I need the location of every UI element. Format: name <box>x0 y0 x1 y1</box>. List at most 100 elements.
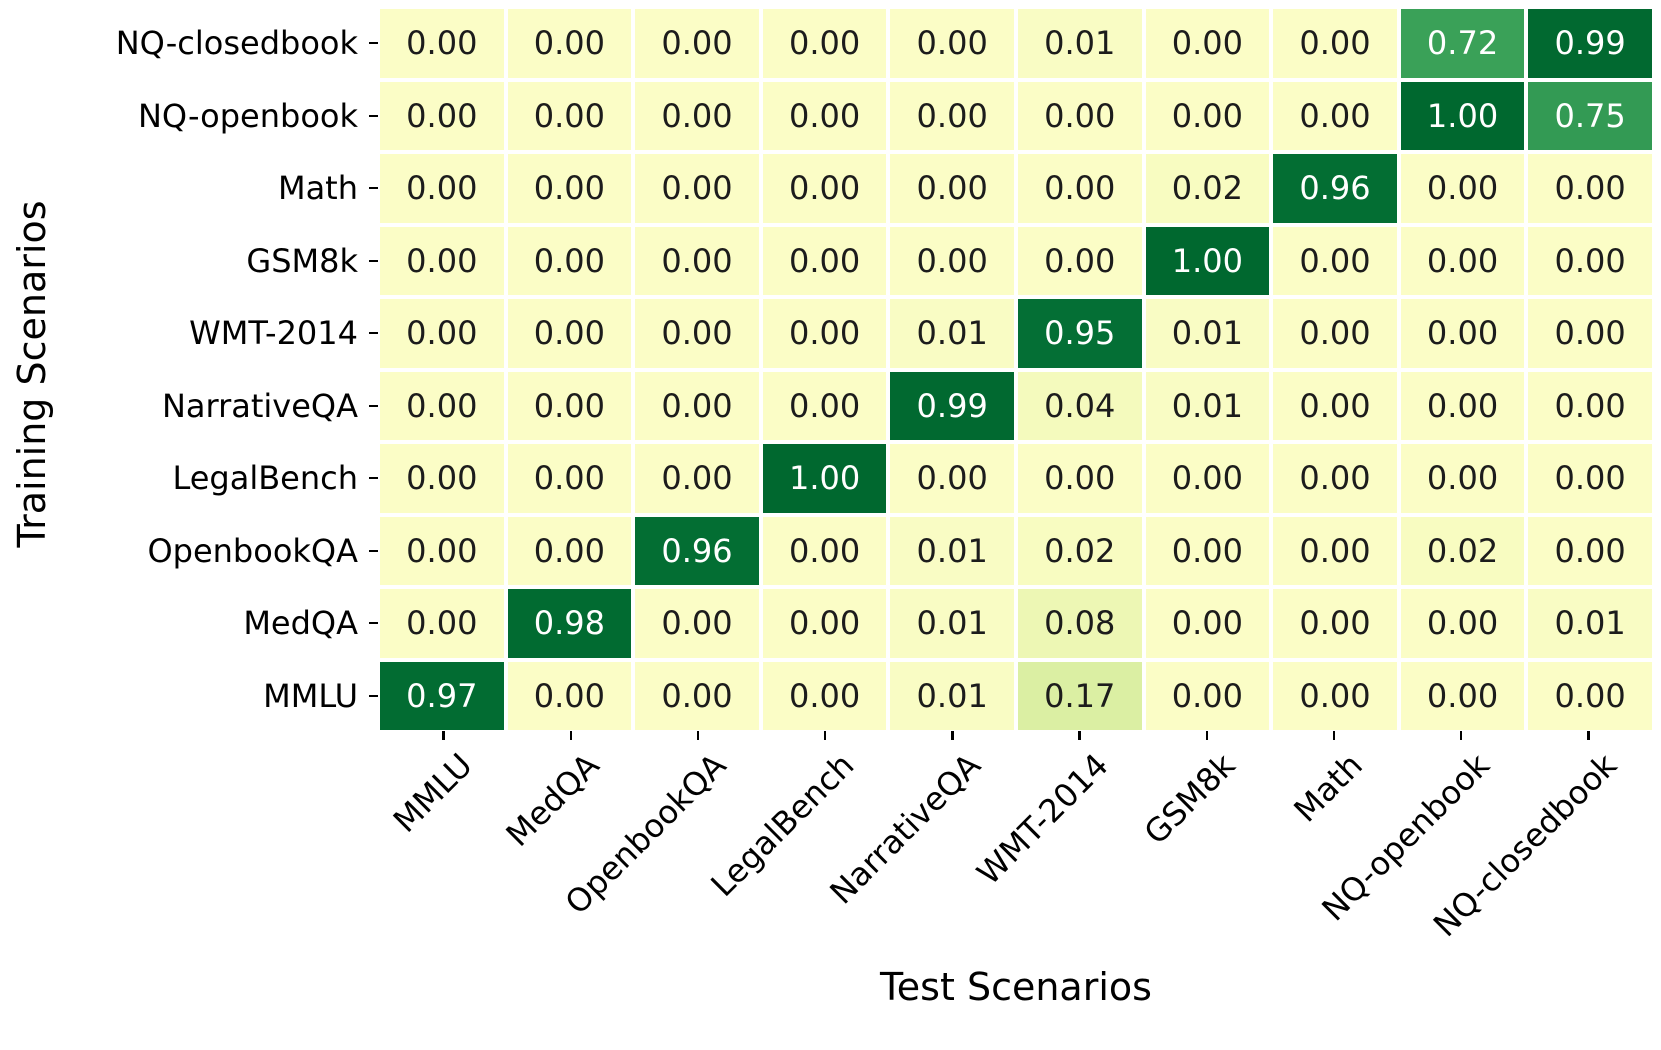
heatmap-cell: 0.00 <box>762 154 887 223</box>
heatmap-cell: 0.00 <box>635 371 759 440</box>
heatmap-cell: 1.00 <box>762 444 887 513</box>
heatmap-cell: 0.00 <box>635 226 759 295</box>
x-tick-label: WMT-2014 <box>969 746 1116 893</box>
heatmap-cell: 0.99 <box>1528 9 1652 78</box>
heatmap-cell: 0.01 <box>890 516 1014 585</box>
x-tick-label: Math <box>1286 746 1370 830</box>
heatmap-cell: 0.00 <box>1528 154 1652 223</box>
x-tick <box>442 731 445 740</box>
heatmap-cell: 0.00 <box>507 516 632 585</box>
heatmap-cell: 0.00 <box>762 81 887 150</box>
heatmap-cell: 0.00 <box>507 9 632 78</box>
heatmap-cell: 0.00 <box>380 589 504 658</box>
x-axis-title: Test Scenarios <box>880 965 1152 1009</box>
y-tick <box>369 694 378 697</box>
heatmap-cell: 0.00 <box>507 444 632 513</box>
heatmap-cell: 0.00 <box>1145 444 1270 513</box>
y-tick <box>369 332 378 335</box>
heatmap-cell: 0.00 <box>762 299 887 368</box>
heatmap-cell: 0.00 <box>762 516 887 585</box>
heatmap-cell: 0.00 <box>380 81 504 150</box>
heatmap-cell: 0.00 <box>507 154 632 223</box>
y-tick <box>369 114 378 117</box>
heatmap-cell: 0.00 <box>507 371 632 440</box>
heatmap-cell: 0.00 <box>1145 516 1270 585</box>
heatmap-cell: 0.00 <box>1400 371 1525 440</box>
heatmap-cell: 0.00 <box>1273 299 1397 368</box>
heatmap-cell: 0.01 <box>890 299 1014 368</box>
heatmap-cell: 0.00 <box>1273 371 1397 440</box>
y-tick <box>369 259 378 262</box>
heatmap-grid: 0.00 0.00 0.00 0.00 0.00 0.01 0.00 0.00 0.72 0.99… <box>380 9 1652 730</box>
heatmap-cell: 0.00 <box>762 226 887 295</box>
heatmap-cell: 0.17 <box>1017 661 1142 730</box>
heatmap-cell: 0.00 <box>1273 516 1397 585</box>
heatmap-cell: 0.00 <box>1017 444 1142 513</box>
heatmap-cell: 0.00 <box>635 299 759 368</box>
y-tick-label: NarrativeQA <box>161 386 358 425</box>
heatmap-cell: 0.01 <box>1145 299 1270 368</box>
heatmap-cell: 0.95 <box>1017 299 1142 368</box>
y-tick <box>369 187 378 190</box>
x-tick-label: MedQA <box>498 746 607 854</box>
heatmap-cell: 0.00 <box>507 226 632 295</box>
y-tick-label: LegalBench <box>172 459 358 498</box>
heatmap-cell: 0.00 <box>1528 444 1652 513</box>
heatmap-cell: 0.01 <box>890 589 1014 658</box>
heatmap-cell: 0.75 <box>1528 81 1652 150</box>
heatmap-cell: 0.02 <box>1145 154 1270 223</box>
y-tick-label: NQ-openbook <box>137 96 358 135</box>
heatmap-cell: 0.00 <box>635 9 759 78</box>
x-tick-label: GSM8k <box>1136 746 1243 852</box>
x-tick <box>1205 731 1208 740</box>
heatmap-cell: 0.00 <box>1017 81 1142 150</box>
heatmap-cell: 1.00 <box>1400 81 1525 150</box>
heatmap-cell: 0.00 <box>1528 661 1652 730</box>
heatmap-cell: 0.00 <box>1400 299 1525 368</box>
heatmap-cell: 0.00 <box>1273 9 1397 78</box>
heatmap-cell: 0.00 <box>635 661 759 730</box>
heatmap-cell: 0.00 <box>635 444 759 513</box>
heatmap-cell: 0.01 <box>1528 589 1652 658</box>
y-axis: NQ-closedbook NQ-openbook Math GSM8k WMT-201… <box>0 9 380 730</box>
heatmap-cell: 0.99 <box>890 371 1014 440</box>
y-tick-label: MedQA <box>243 604 358 643</box>
heatmap-cell: 0.00 <box>1145 661 1270 730</box>
heatmap-cell: 0.00 <box>635 154 759 223</box>
heatmap-cell: 0.00 <box>635 589 759 658</box>
heatmap-cell: 0.00 <box>380 516 504 585</box>
heatmap-cell: 0.00 <box>1145 589 1270 658</box>
heatmap-cell: 0.00 <box>1273 661 1397 730</box>
heatmap-cell: 0.00 <box>890 444 1014 513</box>
heatmap-cell: 0.00 <box>1528 299 1652 368</box>
heatmap-cell: 0.00 <box>1145 81 1270 150</box>
heatmap-cell: 0.00 <box>1273 81 1397 150</box>
heatmap-cell: 0.00 <box>380 226 504 295</box>
y-tick-label: Math <box>277 169 358 208</box>
heatmap-cell: 0.00 <box>380 299 504 368</box>
x-axis: MMLU MedQA OpenbookQA LegalBench NarrativeQA… <box>0 730 1661 1050</box>
heatmap-cell: 0.02 <box>1017 516 1142 585</box>
y-tick-label: MMLU <box>263 676 358 715</box>
heatmap-cell: 0.08 <box>1017 589 1142 658</box>
y-tick <box>369 622 378 625</box>
heatmap-cell: 0.00 <box>1400 589 1525 658</box>
heatmap-cell: 0.96 <box>635 516 759 585</box>
heatmap-cell: 0.97 <box>380 661 504 730</box>
heatmap-cell: 0.01 <box>1145 371 1270 440</box>
y-tick <box>369 549 378 552</box>
heatmap-cell: 0.00 <box>762 9 887 78</box>
heatmap-cell: 0.00 <box>762 661 887 730</box>
heatmap-cell: 0.00 <box>890 154 1014 223</box>
x-tick <box>696 731 700 740</box>
x-tick <box>1587 731 1590 740</box>
heatmap-cell: 0.00 <box>1273 226 1397 295</box>
heatmap-cell: 0.02 <box>1400 516 1525 585</box>
x-tick <box>824 731 827 740</box>
y-tick-label: WMT-2014 <box>189 314 358 353</box>
y-tick <box>369 42 378 45</box>
y-tick-label: OpenbookQA <box>147 531 358 570</box>
heatmap-cell: 0.00 <box>1273 444 1397 513</box>
heatmap-cell: 0.00 <box>380 444 504 513</box>
